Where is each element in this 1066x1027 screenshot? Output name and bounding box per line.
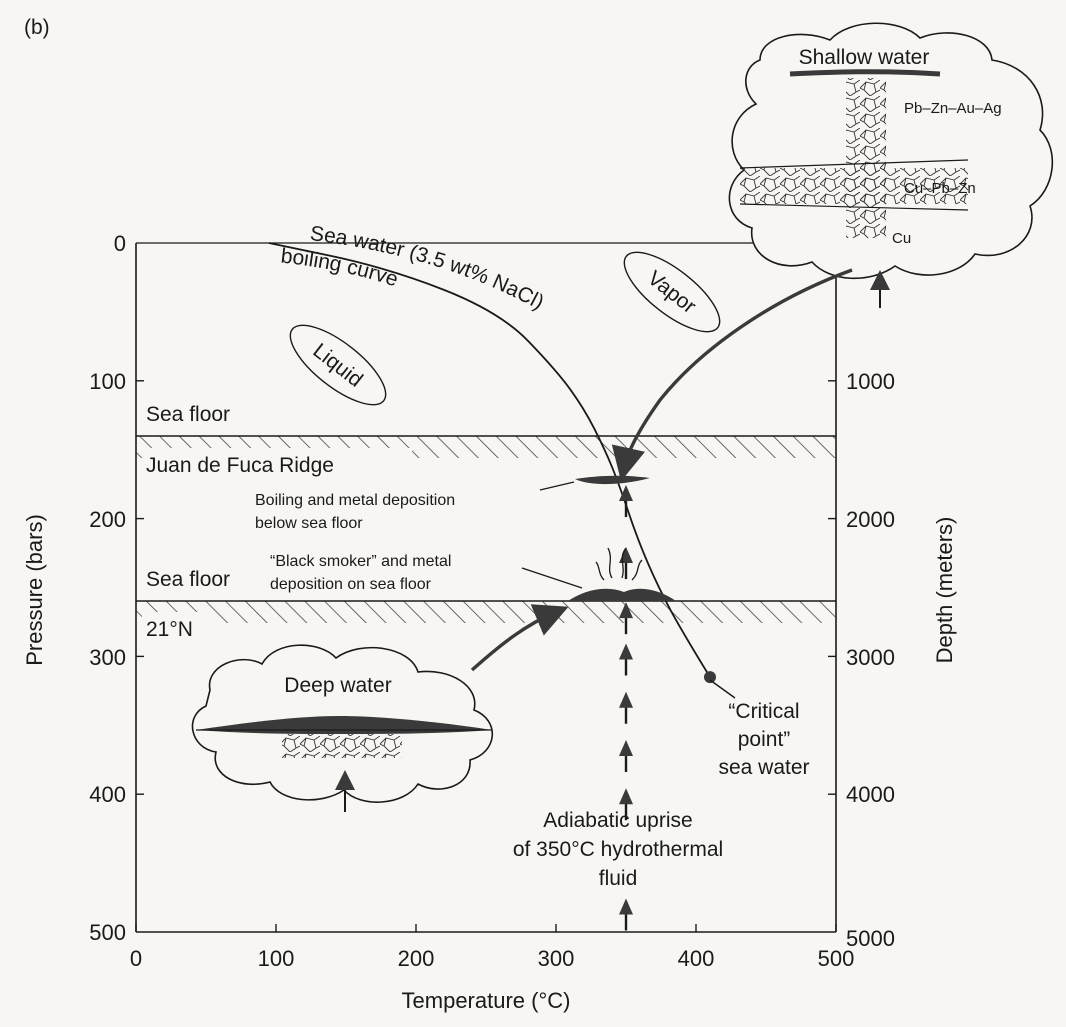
y-right-tick-label: 4000 bbox=[846, 782, 895, 807]
y-tick-label: 0 bbox=[114, 231, 126, 256]
x-tick-label: 100 bbox=[258, 946, 295, 971]
sea-floor-label: Sea floor bbox=[146, 403, 230, 426]
panel-label: (b) bbox=[24, 16, 50, 39]
subsurface-deposit bbox=[575, 475, 650, 485]
stratabound-zone bbox=[740, 168, 968, 204]
y-tick-label: 300 bbox=[89, 645, 126, 670]
x-tick-label: 200 bbox=[398, 946, 435, 971]
shallow-water-title: Shallow water bbox=[799, 46, 930, 69]
y-right-tick-label: 5000 bbox=[846, 926, 895, 951]
shallow-water-inset: Shallow water Pb–Zn–Au–Ag Cu–Pb–Zn Cu bbox=[728, 22, 1054, 308]
ore-zone-label: Pb–Zn–Au–Ag bbox=[904, 100, 1002, 117]
y-axis-left: 0 100 200 300 400 500 Pressure (bars) bbox=[22, 231, 144, 945]
seafloor-deposit bbox=[568, 588, 676, 601]
x-axis: 0 100 200 300 400 500 Temperature (°C) bbox=[130, 924, 854, 1013]
sea-floor-juan-de-fuca: Sea floor Juan de Fuca Ridge bbox=[136, 403, 836, 478]
boiling-curve bbox=[268, 242, 711, 678]
uprise-annotation-2: of 350°C hydrothermal bbox=[513, 838, 723, 861]
vein-network bbox=[846, 78, 886, 238]
boiling-annotation-2: below sea floor bbox=[255, 515, 363, 532]
critical-point-label-3: sea water bbox=[718, 756, 809, 779]
sea-floor-21n: Sea floor 21°N bbox=[136, 568, 836, 641]
uprise-arrow-head bbox=[619, 691, 633, 708]
sea-floor-label: Sea floor bbox=[146, 568, 230, 591]
smoker-annotation-2: deposition on sea floor bbox=[270, 576, 432, 593]
deep-to-seafloor-arrow bbox=[470, 604, 569, 672]
y-tick-label: 100 bbox=[89, 369, 126, 394]
y-right-tick-label: 2000 bbox=[846, 507, 895, 532]
y-tick-label: 500 bbox=[89, 920, 126, 945]
critical-point-marker bbox=[704, 671, 716, 684]
y-axis-left-title: Pressure (bars) bbox=[22, 514, 47, 666]
ridge-label: Juan de Fuca Ridge bbox=[146, 454, 334, 477]
black-smoker-plume bbox=[595, 547, 643, 581]
svg-text:Liquid: Liquid bbox=[309, 339, 367, 392]
adiabatic-uprise-arrows bbox=[619, 485, 633, 931]
uprise-arrow-head bbox=[619, 643, 633, 660]
y-axis-right: 1000 2000 3000 4000 5000 Depth (meters) bbox=[828, 369, 957, 951]
shallow-to-subsurface-arrow bbox=[611, 268, 853, 482]
uprise-arrow-head bbox=[619, 898, 633, 915]
uprise-arrow-head bbox=[619, 547, 633, 564]
vapor-label: Vapor bbox=[623, 251, 721, 333]
y-tick-label: 400 bbox=[89, 782, 126, 807]
deep-water-inset: Deep water bbox=[191, 644, 494, 812]
critical-point-label-1: “Critical bbox=[728, 700, 799, 723]
y-axis-right-title: Depth (meters) bbox=[932, 517, 957, 664]
x-tick-label: 500 bbox=[818, 946, 855, 971]
x-tick-label: 300 bbox=[538, 946, 575, 971]
critical-point-label-2: point” bbox=[738, 728, 791, 751]
x-tick-label: 400 bbox=[678, 946, 715, 971]
y-right-tick-label: 1000 bbox=[846, 369, 895, 394]
uprise-arrow-head bbox=[619, 739, 633, 756]
ore-zone-label: Cu bbox=[892, 230, 911, 247]
ore-zone-label: Cu–Pb–Zn bbox=[904, 180, 976, 197]
x-tick-label: 0 bbox=[130, 946, 142, 971]
y-tick-label: 200 bbox=[89, 507, 126, 532]
stockwork-zone bbox=[282, 734, 402, 758]
uprise-arrow-head bbox=[619, 602, 633, 619]
uprise-arrow-head bbox=[619, 788, 633, 805]
plot-frame bbox=[135, 242, 837, 933]
uprise-annotation-3: fluid bbox=[599, 867, 638, 890]
liquid-label: Liquid bbox=[289, 324, 387, 406]
svg-text:Vapor: Vapor bbox=[643, 267, 700, 319]
deep-water-title: Deep water bbox=[284, 674, 391, 697]
boiling-annotation-1: Boiling and metal deposition bbox=[255, 492, 455, 509]
uprise-arrow-head bbox=[619, 485, 633, 502]
y-right-tick-label: 3000 bbox=[846, 645, 895, 670]
smoker-annotation-1: “Black smoker” and metal bbox=[270, 553, 451, 570]
uprise-annotation-1: Adiabatic uprise bbox=[543, 809, 692, 832]
x-axis-title: Temperature (°C) bbox=[402, 988, 571, 1013]
ridge-label: 21°N bbox=[146, 618, 193, 641]
